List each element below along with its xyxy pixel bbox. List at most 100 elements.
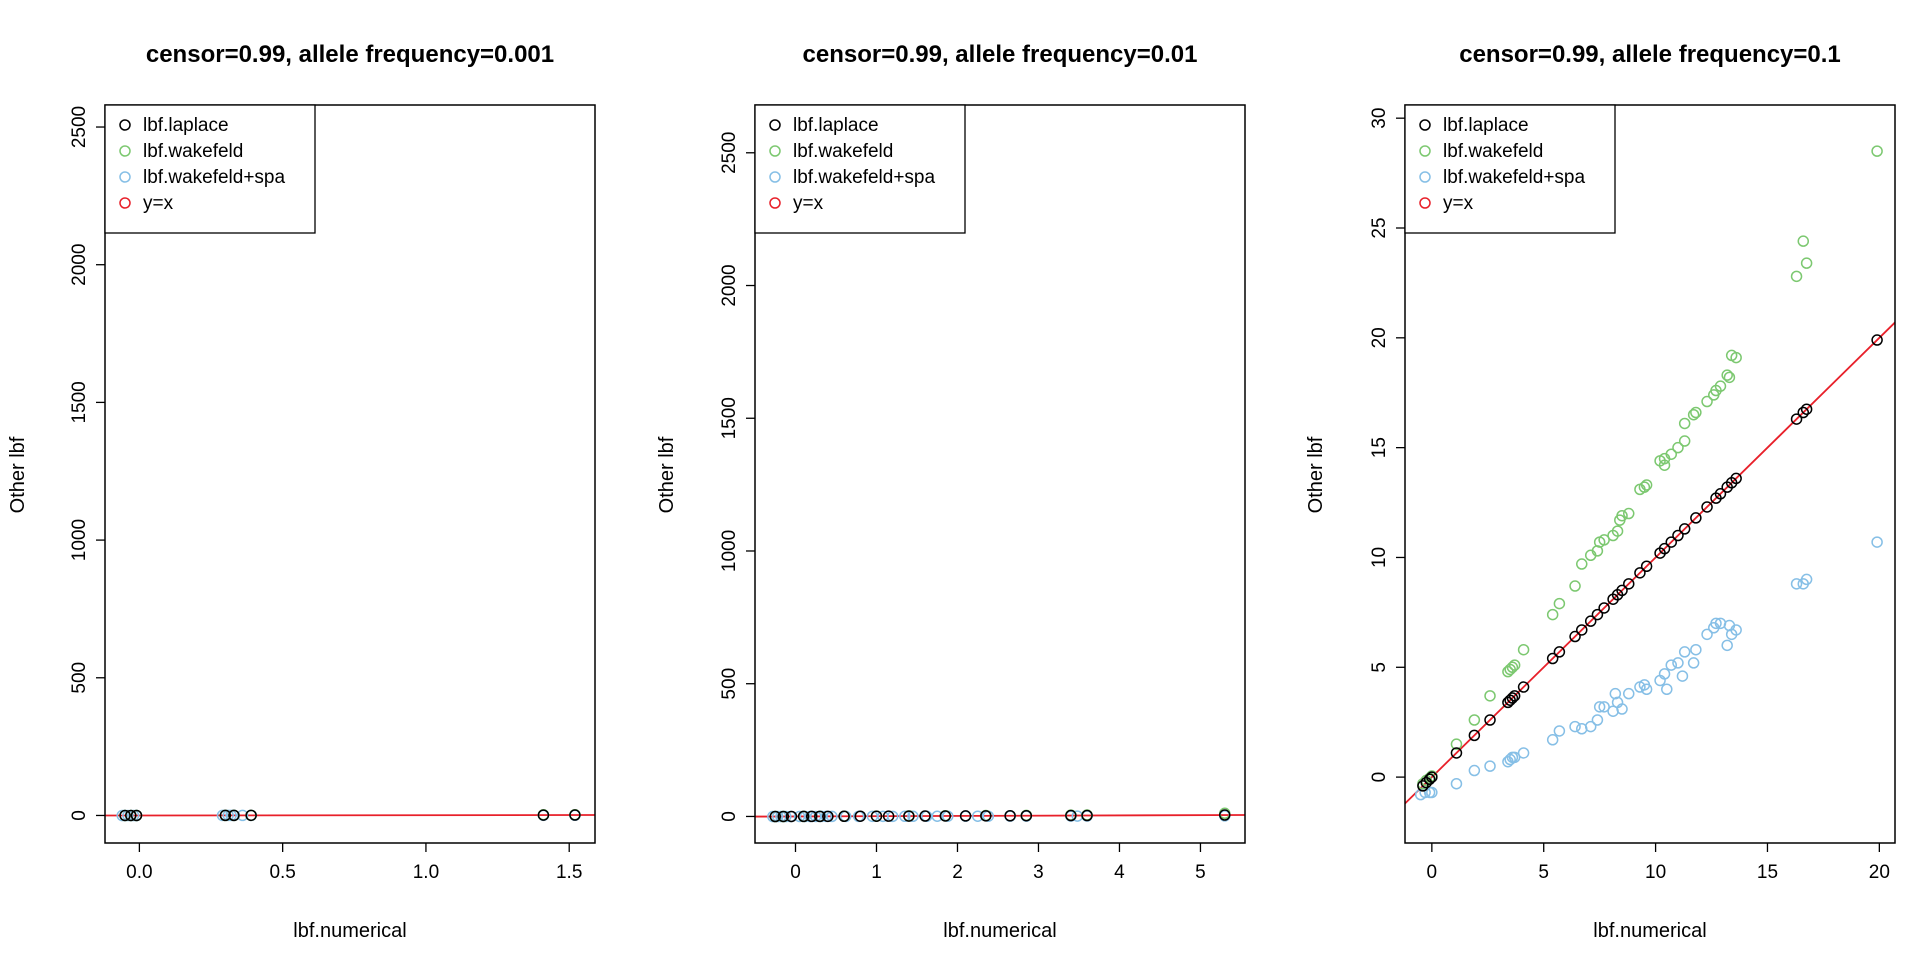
legend-marker — [769, 119, 781, 131]
data-point — [1546, 608, 1559, 621]
data-point — [245, 809, 257, 822]
data-point — [899, 810, 911, 823]
data-point — [822, 810, 834, 823]
y-axis-label: Other lbf — [656, 436, 678, 513]
data-point — [1517, 681, 1530, 693]
y-axis: 0 500 1000 1500 2000 2500 — [719, 132, 755, 822]
legend: lbf.laplace lbf.wakefeld lbf.wakefeld+spa y… — [104, 104, 316, 234]
data-point — [1426, 786, 1438, 799]
data-point — [1672, 657, 1684, 669]
x-axis-label: lbf.numerical — [943, 920, 1056, 942]
x-tick-label: 0.5 — [269, 862, 295, 883]
data-point — [1506, 661, 1519, 674]
data-point — [1658, 542, 1671, 555]
panel-title: censor=0.99, allele frequency=0.001 — [146, 41, 554, 68]
y-tick-label: 0 — [719, 811, 740, 822]
y-axis: 0 5 10 15 20 25 30 — [1369, 108, 1405, 783]
data-point — [805, 810, 818, 823]
data-point — [1569, 580, 1581, 592]
data-point — [1690, 512, 1702, 524]
y-tick-label: 2500 — [69, 106, 90, 148]
data-point — [1598, 701, 1610, 713]
legend-label: lbf.wakefeld — [143, 141, 243, 162]
data-point — [854, 810, 867, 822]
y-tick-label: 500 — [719, 668, 740, 700]
data-point — [569, 809, 581, 821]
data-point — [1622, 687, 1635, 700]
legend-marker — [1419, 145, 1431, 157]
data-point — [1020, 809, 1033, 822]
x-tick-label: 2 — [952, 862, 963, 883]
data-point — [1553, 597, 1566, 610]
x-tick-label: 0.0 — [126, 862, 152, 883]
data-point — [1800, 573, 1813, 586]
data-point — [903, 810, 915, 822]
y-tick-label: 2000 — [719, 264, 740, 306]
x-tick-label: 20 — [1869, 862, 1890, 883]
data-point — [785, 810, 798, 823]
y-tick-label: 0 — [1369, 772, 1390, 783]
panel-title: censor=0.99, allele frequency=0.01 — [803, 41, 1198, 68]
data-point — [1790, 578, 1803, 590]
data-point — [1450, 777, 1463, 790]
data-point — [1576, 624, 1588, 636]
data-point — [1591, 714, 1604, 726]
y-tick-label: 1500 — [719, 397, 740, 439]
data-point — [1658, 459, 1671, 471]
legend-label: y=x — [1443, 193, 1474, 214]
x-axis-label: lbf.numerical — [1593, 920, 1706, 942]
plot-area: 0 1 2 3 4 505001000150020002500lbf.laplacelbf… — [719, 104, 1246, 883]
legend: lbf.laplace lbf.wakefeld lbf.wakefeld+spa y… — [1404, 104, 1616, 234]
plot-border — [754, 104, 1246, 844]
x-tick-label: 1 — [871, 862, 882, 883]
data-point — [1871, 334, 1883, 346]
data-point — [1714, 380, 1727, 392]
legend-marker — [119, 197, 131, 209]
data-point — [870, 810, 883, 822]
legend-label: lbf.wakefeld — [1443, 141, 1543, 162]
x-axis-label: lbf.numerical — [293, 920, 406, 942]
data-point — [1484, 690, 1496, 702]
data-point — [1640, 560, 1653, 572]
data-point — [1640, 479, 1653, 491]
legend-label: y=x — [143, 193, 174, 214]
y-tick-label: 25 — [1369, 217, 1390, 238]
data-point — [1871, 145, 1883, 157]
data-point — [939, 810, 952, 822]
y-tick-label: 15 — [1369, 437, 1390, 458]
data-point — [1790, 413, 1803, 425]
data-point — [1678, 646, 1691, 658]
data-point — [980, 810, 992, 822]
data-point — [1723, 371, 1736, 384]
data-point — [826, 810, 838, 823]
y-tick-label: 1500 — [69, 381, 90, 423]
x-tick-label: 15 — [1757, 862, 1778, 883]
plot-area: 0 5 10 15 20 0 5 10 15 20 25 30 lbf.laplace lbf.wakef… — [1369, 104, 1896, 883]
y-axis-label: Other lbf — [7, 436, 29, 513]
data-point — [1508, 751, 1521, 764]
data-point — [130, 809, 143, 822]
data-point — [1730, 472, 1742, 485]
x-tick-label: 10 — [1645, 862, 1666, 883]
plot-border — [1404, 104, 1896, 844]
series-lbf-wakefeld — [1417, 145, 1883, 790]
data-point — [1517, 747, 1530, 759]
data-point — [1591, 608, 1604, 621]
legend-marker — [119, 145, 131, 157]
data-point — [882, 810, 895, 822]
data-point — [1800, 257, 1813, 269]
data-point — [1687, 408, 1700, 421]
legend-box — [104, 104, 316, 234]
data-point — [1468, 714, 1481, 726]
data-point — [769, 810, 781, 823]
data-point — [1553, 725, 1566, 737]
data-point — [1730, 624, 1742, 636]
legend-label: lbf.wakefeld+spa — [793, 167, 935, 188]
data-point — [1584, 720, 1597, 733]
data-point — [1576, 558, 1588, 570]
legend-marker — [119, 119, 131, 131]
x-axis: 0 5 10 15 20 — [1427, 843, 1890, 883]
legend-marker — [769, 197, 781, 209]
series-lbf-laplace — [119, 809, 581, 822]
